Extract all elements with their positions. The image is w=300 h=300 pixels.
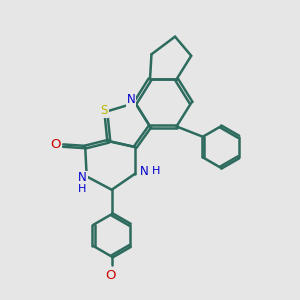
Text: N: N xyxy=(78,172,87,184)
Text: N: N xyxy=(127,93,135,106)
Text: N: N xyxy=(140,165,149,178)
Text: H: H xyxy=(152,166,161,176)
Text: S: S xyxy=(101,104,108,117)
Text: O: O xyxy=(50,138,61,151)
Text: H: H xyxy=(78,184,86,194)
Text: O: O xyxy=(105,268,116,282)
